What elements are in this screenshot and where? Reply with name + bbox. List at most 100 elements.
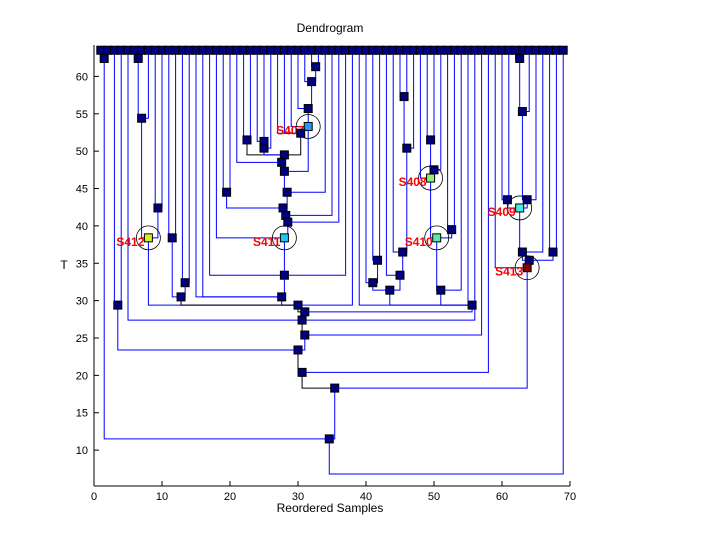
dendrogram-link <box>365 50 373 284</box>
dendrogram-link <box>507 50 510 201</box>
y-tick-label: 25 <box>76 333 88 345</box>
merge-node <box>99 53 109 63</box>
merge-node <box>399 92 409 102</box>
dendrogram-link <box>399 50 405 98</box>
dendrogram-link <box>202 50 282 298</box>
dendrogram-link <box>304 50 483 336</box>
dendrogram-link <box>403 96 407 149</box>
merge-node <box>133 53 143 63</box>
chart-title: Dendrogram <box>297 21 364 35</box>
dendrogram-link <box>392 50 403 253</box>
dendrogram-link <box>117 305 298 351</box>
highlight-circle <box>507 195 533 221</box>
dendrogram-link <box>222 50 227 193</box>
merge-node <box>436 285 446 295</box>
node-label: S411 <box>253 235 281 249</box>
dendrogram-link <box>283 50 301 134</box>
highlighted-node <box>303 121 313 131</box>
dendrogram-link <box>451 50 455 231</box>
y-tick-label: 40 <box>76 221 88 233</box>
dendrogram-link <box>430 50 435 141</box>
dendrogram-link <box>389 290 473 306</box>
dendrogram-link <box>426 50 431 141</box>
dendrogram-link <box>304 50 312 83</box>
highlighted-node <box>279 233 289 243</box>
merge-node <box>324 434 334 444</box>
merge-node <box>279 166 289 176</box>
dendrogram-link <box>385 50 400 276</box>
dendrogram-link <box>284 126 309 172</box>
y-tick-label: 30 <box>76 296 88 308</box>
highlighted-node <box>426 173 436 183</box>
dendrogram-link <box>287 50 326 193</box>
x-tick-label: 0 <box>91 491 97 503</box>
dendrogram-link <box>264 50 272 149</box>
highlight-circle <box>514 255 540 281</box>
dendrogram-link <box>467 50 473 306</box>
highlighted-node <box>143 233 153 243</box>
dendrogram-link <box>519 58 523 113</box>
merge-node <box>307 77 317 87</box>
dendrogram-link <box>301 372 335 389</box>
highlighted-node <box>522 263 532 273</box>
dendrogram-link <box>154 50 158 209</box>
merge-node <box>330 383 340 393</box>
dendrogram-link <box>304 305 473 313</box>
dendrogram-link <box>329 388 336 440</box>
x-tick-label: 70 <box>564 491 576 503</box>
x-tick-label: 50 <box>428 491 440 503</box>
leaf-node <box>558 45 568 55</box>
dendrogram-link <box>434 50 442 171</box>
y-axis-label: T <box>60 258 68 272</box>
dendrogram-link <box>209 50 285 276</box>
dendrogram-link <box>117 50 122 306</box>
dendrogram-link <box>171 237 182 298</box>
dendrogram-link <box>243 50 247 141</box>
dendrogram-link <box>287 50 340 223</box>
node-label: S412 <box>116 235 144 249</box>
dendrogram-link <box>440 290 473 306</box>
dendrogram-link <box>185 50 190 284</box>
dendrogram-link <box>521 111 528 201</box>
y-tick-label: 10 <box>76 445 88 457</box>
merge-node <box>385 285 395 295</box>
y-tick-label: 55 <box>76 109 88 121</box>
merge-node <box>279 150 289 160</box>
y-tick-label: 50 <box>76 146 88 158</box>
y-tick-label: 20 <box>76 370 88 382</box>
dendrogram-link <box>334 267 528 389</box>
dendrogram-link <box>157 50 163 209</box>
dendrogram-link <box>377 50 381 261</box>
merge-node <box>283 217 293 227</box>
dendrogram-link <box>256 50 264 142</box>
highlight-circle <box>135 225 161 251</box>
dendrogram-link <box>297 50 309 110</box>
dendrogram-link <box>226 50 231 193</box>
dendrogram-link <box>332 50 564 475</box>
merge-node <box>296 128 306 138</box>
merge-node <box>373 255 383 265</box>
y-tick-label: 45 <box>76 184 88 196</box>
merge-node <box>153 203 163 213</box>
dendrogram-link <box>236 50 282 163</box>
merge-node <box>278 203 288 213</box>
merge-node <box>259 143 269 153</box>
merge-node <box>548 247 558 257</box>
merge-node <box>297 315 307 325</box>
highlight-circle <box>295 114 321 139</box>
node-label: S409 <box>488 205 516 219</box>
dendrogram-link <box>553 50 557 253</box>
x-tick-label: 30 <box>292 491 304 503</box>
dendrogram-link <box>215 50 285 239</box>
dendrogram-link <box>302 50 476 321</box>
node-label: S410 <box>405 235 433 249</box>
dendrogram-link <box>302 50 489 373</box>
axes: 0 10 20 30 40 50 60 70 10 15 20 25 30 35 40 45 50 55 60 <box>76 45 576 503</box>
dendrogram-link <box>440 50 462 291</box>
node-label: S413 <box>495 265 523 279</box>
dendrogram-link <box>290 50 309 127</box>
merge-node <box>426 135 436 145</box>
merge-node <box>297 367 307 377</box>
merge-node <box>279 270 289 280</box>
